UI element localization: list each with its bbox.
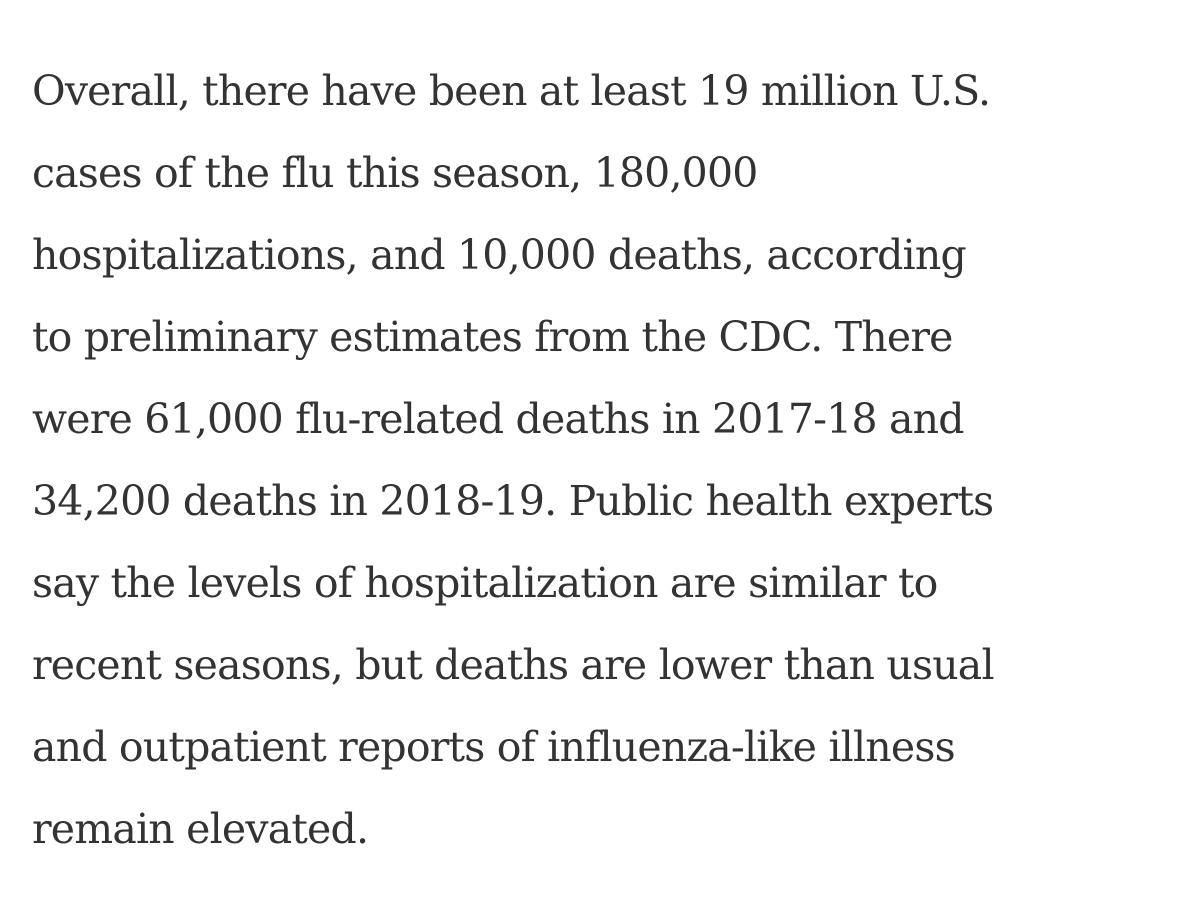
paragraph-line: cases of the flu this season, 180,000 [32,149,758,197]
paragraph-line: remain elevated. [32,805,369,853]
paragraph-line: Overall, there have been at least 19 mil… [32,67,991,115]
paragraph-line: say the levels of hospitalization are si… [32,559,938,607]
paragraph-line: recent seasons, but deaths are lower tha… [32,641,995,689]
paragraph-line: 34,200 deaths in 2018-19. Public health … [32,477,994,525]
paragraph-line: hospitalizations, and 10,000 deaths, acc… [32,231,967,279]
paragraph-line: were 61,000 flu-related deaths in 2017-1… [32,395,964,443]
paragraph-line: and outpatient reports of influenza-like… [32,723,956,771]
article-paragraph: Overall, there have been at least 19 mil… [32,50,1172,870]
paragraph-line: to preliminary estimates from the CDC. T… [32,313,953,361]
